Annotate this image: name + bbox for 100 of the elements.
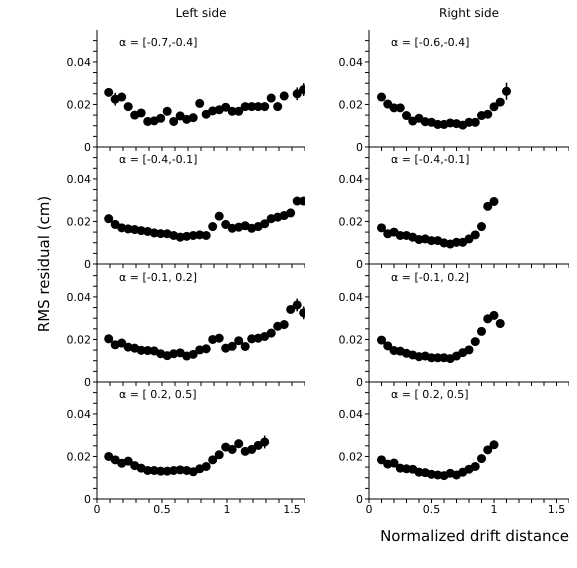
y-tick-label: 0.04 [338, 172, 363, 186]
y-tick-label: 0.04 [66, 56, 91, 69]
x-tick-label: 1.5 [548, 502, 566, 516]
y-tick-label: 0.02 [66, 450, 91, 464]
point [389, 458, 399, 468]
point [470, 337, 480, 346]
x-tick-label: 1.5 [283, 502, 301, 516]
y-tick-label: 0.04 [66, 290, 91, 304]
y-tick-label: 0 [356, 140, 363, 154]
y-tick-label: 0 [84, 258, 91, 271]
point [221, 220, 230, 229]
x-tick-label: 0.5 [422, 502, 440, 516]
point [136, 108, 146, 118]
x-tick-label: 1 [490, 502, 498, 516]
annotation: α = [-0.6,-0.4] [391, 36, 470, 49]
chart-title: Left side [174, 6, 228, 20]
point [124, 456, 133, 466]
x-tick-label: 0.5 [153, 502, 171, 516]
point [470, 230, 480, 240]
point [234, 336, 244, 346]
point [266, 328, 276, 338]
point [202, 344, 211, 354]
point [476, 454, 486, 464]
y-tick-label: 0.02 [66, 98, 91, 112]
point [104, 452, 114, 461]
point [234, 439, 244, 448]
y-tick-label: 0 [356, 492, 363, 506]
point [280, 91, 289, 100]
point [208, 222, 218, 232]
point [104, 334, 114, 344]
point [240, 342, 250, 351]
point [292, 89, 302, 98]
point [376, 223, 386, 232]
point [496, 318, 505, 328]
point [221, 102, 230, 112]
point [502, 86, 512, 96]
annotation: α = [-0.1, 0.2] [391, 271, 469, 284]
y-tick-label: 0.02 [66, 333, 91, 346]
point [280, 320, 289, 330]
point [234, 106, 244, 116]
point [176, 111, 185, 120]
point [489, 102, 499, 112]
x-tick-label: 0 [94, 502, 100, 516]
point [260, 102, 270, 112]
point [156, 114, 166, 123]
x-tick-label: 1 [224, 502, 230, 516]
point [489, 440, 499, 450]
point [247, 444, 256, 454]
point [188, 113, 198, 122]
point [260, 437, 270, 446]
point [110, 220, 120, 229]
point [214, 450, 224, 460]
point [162, 106, 172, 116]
point [476, 326, 486, 336]
annotation: α = [-0.4,-0.1] [119, 153, 198, 166]
y-tick-label: 0.04 [66, 172, 91, 186]
y-tick-label: 0.02 [338, 450, 363, 464]
annotation: α = [ 0.2, 0.5] [119, 388, 197, 401]
y-tick-label: 0 [356, 258, 363, 271]
point [464, 345, 474, 354]
y-tick-label: 0.02 [338, 98, 363, 112]
point [202, 462, 211, 471]
point [266, 94, 276, 103]
chart-title: Right side [438, 6, 500, 20]
point [202, 230, 211, 240]
annotation: α = [ 0.2, 0.5] [391, 388, 469, 401]
point [273, 102, 282, 112]
point [376, 336, 386, 345]
point [208, 455, 218, 464]
y-tick-label: 0 [84, 376, 91, 389]
point [195, 98, 204, 108]
annotation: α = [-0.1, 0.2] [119, 271, 197, 284]
point [104, 88, 114, 97]
point [489, 310, 499, 320]
x-axis-title: Normalized drift distance [380, 527, 569, 545]
point [476, 222, 486, 232]
annotation: α = [-0.7,-0.4] [119, 36, 198, 49]
point [104, 214, 114, 224]
point [489, 196, 499, 206]
point [376, 455, 386, 464]
point [464, 234, 474, 244]
y-tick-label: 0 [84, 140, 91, 154]
y-tick-label: 0.04 [338, 408, 363, 421]
point [483, 110, 492, 119]
point [470, 462, 480, 471]
y-tick-label: 0.04 [66, 408, 91, 421]
y-axis-title: RMS residual (cm) [35, 194, 53, 334]
point [117, 92, 126, 102]
point [228, 444, 237, 454]
point [483, 202, 492, 211]
point [214, 212, 224, 221]
point [228, 342, 237, 351]
y-tick-label: 0.04 [338, 290, 363, 304]
point [117, 338, 126, 348]
point [286, 304, 296, 314]
point [292, 300, 302, 310]
y-tick-label: 0 [84, 492, 91, 506]
point [376, 92, 386, 102]
point [286, 208, 296, 218]
point [260, 219, 270, 228]
